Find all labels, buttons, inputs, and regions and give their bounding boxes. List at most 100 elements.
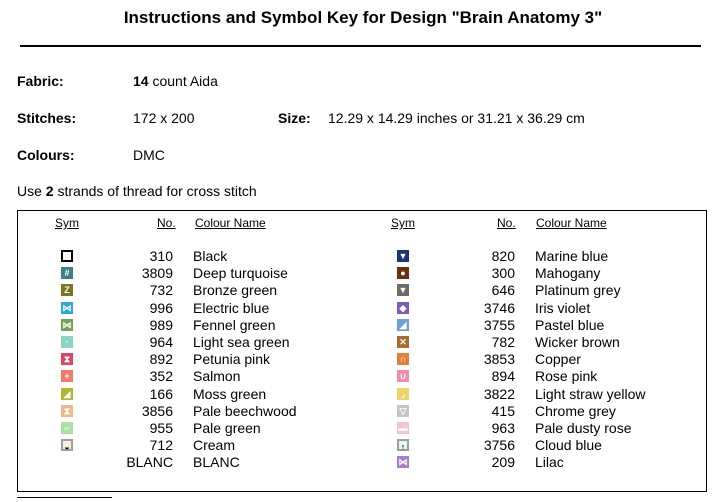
- dmc-number: 3853: [483, 351, 515, 368]
- colour-row: ● 300 Mahogany: [0, 265, 726, 282]
- fabric-type: count Aida: [148, 73, 218, 89]
- colour-row: ⧗ 3856 Pale beechwood: [0, 403, 726, 420]
- stitch-symbol-icon: +: [61, 370, 73, 383]
- dmc-number: 3822: [483, 385, 515, 402]
- strands-count: 2: [45, 183, 54, 199]
- colour-name: Pale green: [193, 420, 261, 436]
- stitch-symbol-icon: ◆: [397, 301, 409, 314]
- dmc-number: BLANC: [126, 454, 173, 471]
- colour-row: ▽ 415 Chrome grey: [0, 403, 726, 420]
- stitch-symbol-icon: ◢: [397, 318, 409, 331]
- fabric-value: 14 count Aida: [133, 73, 218, 89]
- dmc-number: 3746: [483, 299, 515, 316]
- dmc-number: 415: [491, 402, 515, 419]
- stitches-value: 172 x 200: [133, 110, 195, 126]
- colour-row: ◆ 3746 Iris violet: [0, 300, 726, 317]
- colour-name: Lilac: [535, 454, 564, 471]
- colours-value: DMC: [133, 147, 165, 163]
- colour-row: ⋈ 996 Electric blue: [0, 300, 726, 317]
- colour-row: ◢ 3755 Pastel blue: [0, 317, 726, 334]
- stitch-symbol-icon: ⋈: [61, 301, 73, 314]
- colour-row: ◒ 712 Cream: [0, 437, 726, 454]
- colour-name: Chrome grey: [535, 402, 616, 419]
- colour-name: BLANC: [193, 454, 240, 471]
- dmc-number: 300: [491, 265, 515, 282]
- dmc-number: 964: [149, 334, 173, 350]
- strands-pre: Use: [17, 183, 46, 199]
- dmc-number: 963: [491, 420, 515, 436]
- stitch-symbol-icon: ⋈: [397, 456, 409, 469]
- colour-row: ◢ 166 Moss green: [0, 386, 726, 403]
- colour-row: ∩ 3853 Copper: [0, 351, 726, 368]
- dmc-number: 732: [149, 282, 173, 299]
- colour-name: Copper: [535, 351, 581, 368]
- stitch-symbol-icon: ▼: [397, 250, 409, 262]
- strands-instruction: Use 2 strands of thread for cross stitch: [17, 183, 257, 199]
- stitch-symbol-icon: ▬: [397, 422, 409, 434]
- dmc-number: 209: [491, 454, 515, 471]
- symbol-key-panel: [17, 210, 707, 492]
- stitch-symbol-icon: ↑: [397, 439, 409, 452]
- colour-name: Light straw yellow: [535, 385, 646, 402]
- dmc-number: 892: [149, 351, 173, 368]
- colour-name: Bronze green: [193, 282, 278, 299]
- stitch-symbol-icon: ⧗: [61, 404, 73, 417]
- colour-name: Salmon: [193, 368, 241, 385]
- colour-name: Pale beechwood: [193, 402, 297, 419]
- colour-row: ⧗ 892 Petunia pink: [0, 351, 726, 368]
- colour-name: Fennel green: [193, 316, 276, 333]
- colour-row: ✕ 782 Wicker brown: [0, 334, 726, 351]
- colour-row: ⋈ 209 Lilac: [0, 454, 726, 471]
- colour-name: Moss green: [193, 385, 267, 402]
- stitch-symbol-icon: ●: [397, 267, 409, 280]
- colour-name: Pastel blue: [535, 316, 605, 333]
- fabric-label: Fabric:: [17, 73, 64, 89]
- colour-row: ⋈ 989 Fennel green: [0, 317, 726, 334]
- stitch-symbol-icon: ⌐: [61, 422, 73, 434]
- header-name-right: Colour Name: [536, 216, 607, 230]
- dmc-number: 782: [491, 334, 515, 350]
- stitch-symbol-icon: ∪: [397, 370, 409, 383]
- dmc-number: 3755: [483, 316, 515, 333]
- colour-row: ▼ 820 Marine blue: [0, 248, 726, 265]
- stitch-symbol-icon: Z: [61, 284, 73, 297]
- dmc-number: 3856: [141, 402, 173, 419]
- colour-name: Pale dusty rose: [535, 420, 632, 436]
- title-rule: [20, 45, 701, 47]
- stitch-symbol-icon: ⧗: [61, 353, 73, 366]
- stitch-symbol-icon: ⌟: [397, 387, 409, 400]
- stitch-symbol-icon: #: [61, 267, 73, 280]
- page-title: Instructions and Symbol Key for Design "…: [123, 8, 603, 27]
- dmc-number: 989: [149, 316, 173, 333]
- colour-row: ⌟ 3822 Light straw yellow: [0, 386, 726, 403]
- strands-post: strands of thread for cross stitch: [53, 183, 257, 199]
- dmc-number: 996: [149, 299, 173, 316]
- colour-row: ⌐ 955 Pale green: [0, 420, 726, 437]
- footer-rule: [17, 497, 112, 498]
- colour-name: Iris violet: [535, 299, 591, 316]
- colour-name: Mahogany: [535, 265, 601, 282]
- stitch-symbol-icon: [61, 250, 73, 262]
- header-sym-left: Sym: [55, 216, 79, 230]
- colour-name: Black: [193, 248, 228, 264]
- colour-name: Cream: [193, 437, 236, 454]
- header-sym-right: Sym: [391, 216, 415, 230]
- size-value: 12.29 x 14.29 inches or 31.21 x 36.29 cm: [328, 110, 585, 126]
- colour-row: Z 732 Bronze green: [0, 282, 726, 299]
- colour-row: · 964 Light sea green: [0, 334, 726, 351]
- stitch-symbol-icon: ✕: [397, 336, 409, 348]
- dmc-number: 820: [491, 248, 515, 264]
- colour-name: Electric blue: [193, 299, 270, 316]
- stitch-symbol-icon: ▼: [397, 284, 409, 297]
- stitch-symbol-icon: [61, 456, 73, 469]
- dmc-number: 712: [149, 437, 173, 454]
- colour-row: ▼ 646 Platinum grey: [0, 282, 726, 299]
- colour-name: Rose pink: [535, 368, 598, 385]
- colour-name: Petunia pink: [193, 351, 271, 368]
- dmc-number: 3756: [483, 437, 515, 454]
- stitches-label: Stitches:: [17, 110, 77, 126]
- colours-label: Colours:: [17, 147, 75, 163]
- colour-row: +352 Salmon: [0, 368, 726, 385]
- dmc-number: 894: [491, 368, 515, 385]
- colour-row: ∪ 894 Rose pink: [0, 368, 726, 385]
